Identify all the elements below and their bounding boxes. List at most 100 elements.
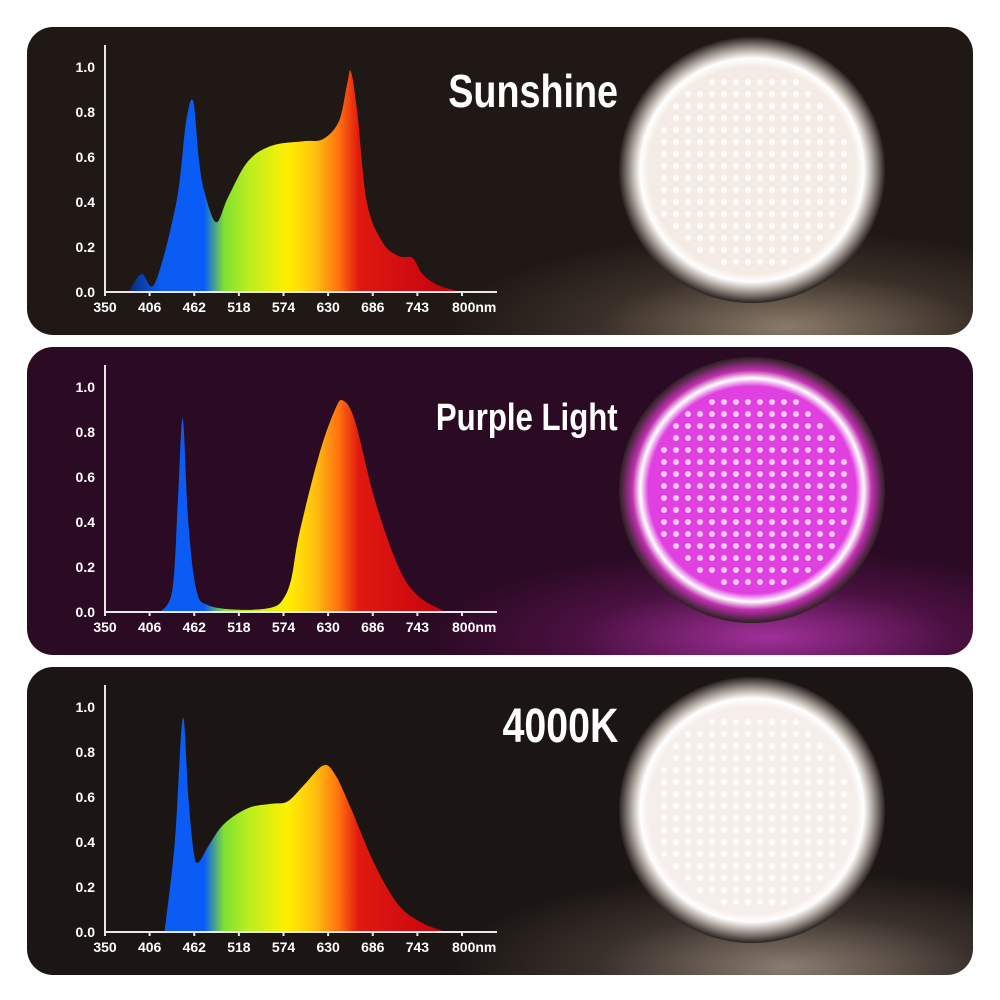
led — [817, 555, 823, 561]
led — [805, 863, 811, 869]
led — [757, 531, 763, 537]
led — [733, 875, 739, 881]
led — [709, 519, 715, 525]
led — [709, 435, 715, 441]
led — [769, 259, 775, 265]
led — [673, 863, 679, 869]
led — [721, 827, 727, 833]
led — [673, 483, 679, 489]
led — [673, 139, 679, 145]
led — [685, 91, 691, 97]
led — [829, 223, 835, 229]
led — [793, 791, 799, 797]
led — [829, 151, 835, 157]
led — [745, 483, 751, 489]
led — [697, 731, 703, 737]
led — [697, 519, 703, 525]
led — [673, 531, 679, 537]
led — [829, 815, 835, 821]
led — [697, 531, 703, 537]
led — [733, 435, 739, 441]
led — [793, 519, 799, 525]
led — [733, 423, 739, 429]
x-tick-label: 574 — [272, 939, 296, 955]
led — [709, 851, 715, 857]
led — [733, 399, 739, 405]
led — [781, 743, 787, 749]
led — [721, 755, 727, 761]
led — [697, 151, 703, 157]
led — [841, 803, 847, 809]
led — [685, 863, 691, 869]
led — [805, 139, 811, 145]
led — [781, 459, 787, 465]
led — [781, 399, 787, 405]
led — [745, 471, 751, 477]
led — [673, 423, 679, 429]
led — [673, 851, 679, 857]
led — [781, 199, 787, 205]
led — [661, 519, 667, 525]
led — [721, 555, 727, 561]
led — [661, 139, 667, 145]
led — [721, 423, 727, 429]
led — [769, 731, 775, 737]
led — [781, 247, 787, 253]
led — [661, 851, 667, 857]
led — [709, 399, 715, 405]
led — [745, 223, 751, 229]
led — [733, 471, 739, 477]
led — [661, 127, 667, 133]
led — [709, 115, 715, 121]
led — [805, 199, 811, 205]
y-tick-label: 0.2 — [76, 559, 96, 575]
led — [757, 259, 763, 265]
led — [685, 839, 691, 845]
led — [817, 151, 823, 157]
led — [709, 103, 715, 109]
led — [709, 555, 715, 561]
led — [805, 827, 811, 833]
led — [733, 743, 739, 749]
led — [673, 187, 679, 193]
led — [673, 471, 679, 477]
led — [685, 507, 691, 513]
led — [745, 435, 751, 441]
led — [769, 199, 775, 205]
led — [697, 247, 703, 253]
led — [745, 875, 751, 881]
led — [721, 223, 727, 229]
led — [841, 175, 847, 181]
led — [685, 791, 691, 797]
led — [733, 579, 739, 585]
x-tick-label: 630 — [316, 939, 340, 955]
led — [697, 555, 703, 561]
led — [721, 815, 727, 821]
led — [745, 839, 751, 845]
led — [781, 483, 787, 489]
led — [781, 579, 787, 585]
led — [817, 103, 823, 109]
led — [745, 887, 751, 893]
led — [673, 507, 679, 513]
x-tick-label: 406 — [138, 939, 162, 955]
led — [721, 531, 727, 537]
led — [685, 115, 691, 121]
led — [709, 567, 715, 573]
led — [745, 495, 751, 501]
led — [841, 151, 847, 157]
led — [745, 459, 751, 465]
led — [733, 555, 739, 561]
led — [721, 127, 727, 133]
x-tick-label: 462 — [183, 299, 207, 315]
led — [841, 187, 847, 193]
led — [805, 803, 811, 809]
led — [745, 507, 751, 513]
led — [769, 815, 775, 821]
led — [697, 459, 703, 465]
led — [721, 103, 727, 109]
spectrum-chart-sunshine: 350 406 462 518 574 630 686 743 800nm 0.0 0.2 0.4 0.… — [76, 37, 885, 315]
led — [817, 779, 823, 785]
led — [721, 899, 727, 905]
led — [733, 115, 739, 121]
